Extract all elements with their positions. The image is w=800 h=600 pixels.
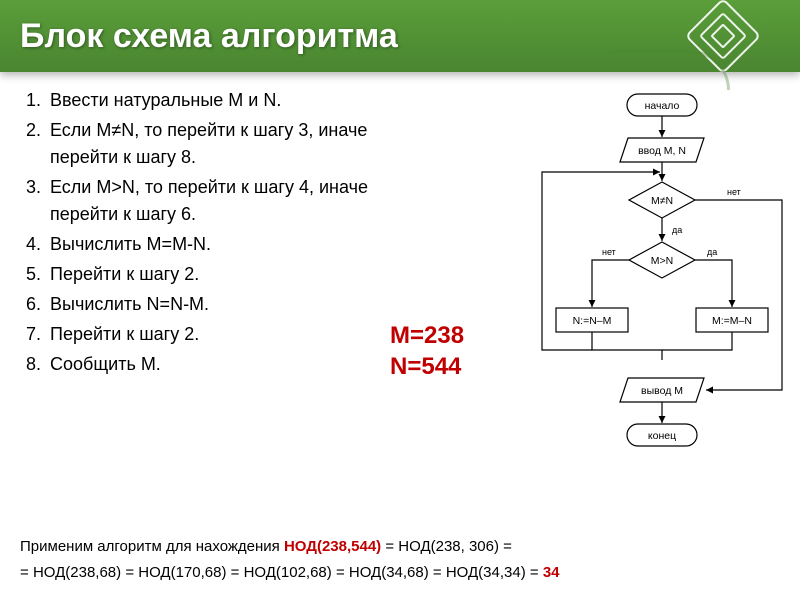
example-m: M=238 bbox=[390, 320, 464, 351]
step-item: Ввести натуральные M и N. bbox=[20, 87, 390, 114]
svg-text:нет: нет bbox=[727, 187, 741, 197]
algorithm-steps: Ввести натуральные M и N. Если М≠N, то п… bbox=[20, 87, 390, 522]
flowchart-svg: начало ввод M, N M≠N да нет M>N нет д bbox=[532, 80, 792, 470]
example-values: M=238 N=544 bbox=[390, 320, 464, 382]
example-n: N=544 bbox=[390, 351, 464, 382]
svg-text:ввод M, N: ввод M, N bbox=[638, 145, 686, 157]
chain-item: НОД(170,68) bbox=[138, 564, 226, 581]
svg-text:начало: начало bbox=[645, 100, 680, 112]
svg-text:M≠N: M≠N bbox=[651, 195, 673, 207]
gcd-chain: Применим алгоритм для нахождения НОД(238… bbox=[20, 534, 780, 585]
chain-result: 34 bbox=[543, 564, 560, 581]
svg-text:да: да bbox=[707, 247, 717, 257]
page-title: Блок схема алгоритма bbox=[20, 17, 398, 56]
step-item: Вычислить M=M-N. bbox=[20, 231, 390, 258]
chain-item: НОД(238, 306) bbox=[398, 538, 499, 555]
svg-text:конец: конец bbox=[648, 430, 676, 442]
svg-text:M>N: M>N bbox=[651, 255, 673, 267]
svg-text:да: да bbox=[672, 225, 682, 235]
step-item: Перейти к шагу 2. bbox=[20, 321, 390, 348]
chain-item: НОД(34,34) bbox=[446, 564, 526, 581]
step-item: Если М≠N, то перейти к шагу 3, иначе пер… bbox=[20, 117, 390, 171]
chain-item: НОД(34,68) bbox=[349, 564, 429, 581]
svg-text:M:=M–N: M:=M–N bbox=[712, 315, 752, 327]
svg-text:вывод M: вывод M bbox=[641, 385, 683, 397]
svg-text:нет: нет bbox=[602, 247, 616, 257]
step-item: Если M>N, то перейти к шагу 4, иначе пер… bbox=[20, 174, 390, 228]
svg-text:N:=N–M: N:=N–M bbox=[573, 315, 612, 327]
chain-intro: Применим алгоритм для нахождения bbox=[20, 538, 284, 555]
chain-item: НОД(238,544) bbox=[284, 538, 381, 555]
step-item: Перейти к шагу 2. bbox=[20, 261, 390, 288]
chain-item: НОД(238,68) bbox=[33, 564, 121, 581]
step-item: Вычислить N=N-M. bbox=[20, 291, 390, 318]
step-item: Сообщить М. bbox=[20, 351, 390, 378]
flowchart-diagram: начало ввод M, N M≠N да нет M>N нет д bbox=[532, 80, 792, 470]
chain-item: НОД(102,68) bbox=[244, 564, 332, 581]
